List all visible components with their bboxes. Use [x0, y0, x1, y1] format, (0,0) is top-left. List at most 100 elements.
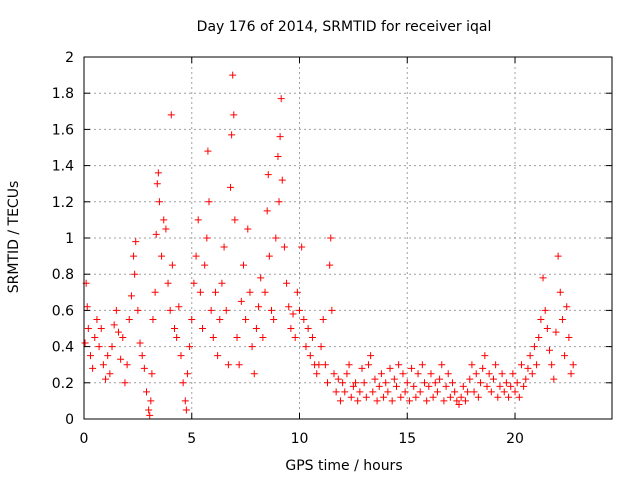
- data-point: [287, 325, 295, 332]
- data-point: [166, 306, 174, 314]
- data-point: [345, 361, 353, 369]
- data-point: [211, 288, 219, 296]
- data-point: [552, 328, 560, 336]
- data-point: [199, 325, 207, 332]
- data-point: [246, 288, 254, 296]
- data-point: [138, 352, 146, 360]
- data-point: [498, 370, 506, 378]
- data-point: [270, 315, 278, 323]
- data-point: [567, 370, 575, 378]
- data-point: [421, 379, 429, 387]
- data-point: [227, 183, 235, 191]
- data-point: [95, 343, 103, 351]
- data-point: [86, 352, 94, 360]
- data-point: [216, 315, 224, 323]
- data-point: [405, 397, 413, 405]
- data-point: [186, 343, 194, 351]
- data-point: [502, 379, 510, 387]
- x-tick-label: 20: [506, 431, 524, 447]
- data-point: [569, 361, 577, 369]
- data-point: [229, 71, 237, 79]
- x-tick-label: 10: [291, 431, 309, 447]
- data-point: [308, 334, 316, 342]
- chart-title: Day 176 of 2014, SRMTID for receiver iqa…: [197, 19, 492, 35]
- data-point: [257, 274, 265, 282]
- y-tick-label: 2: [65, 50, 74, 66]
- data-point: [140, 364, 148, 372]
- data-point: [481, 352, 489, 360]
- data-point: [108, 343, 116, 351]
- data-point: [429, 393, 437, 401]
- data-point: [317, 343, 325, 351]
- data-point: [306, 352, 314, 360]
- data-point: [485, 370, 493, 378]
- data-point: [114, 328, 122, 336]
- data-point: [352, 379, 360, 387]
- data-point: [83, 303, 91, 311]
- data-point: [526, 352, 534, 360]
- data-point: [397, 393, 405, 401]
- data-point: [326, 261, 334, 269]
- data-point: [464, 388, 472, 396]
- data-point: [248, 343, 256, 351]
- data-point: [494, 393, 502, 401]
- data-point: [149, 315, 157, 323]
- data-point: [267, 306, 275, 314]
- data-point: [123, 361, 131, 369]
- data-point: [530, 343, 538, 351]
- data-point: [205, 198, 213, 206]
- data-point: [222, 306, 230, 314]
- y-tick-label: 1: [65, 231, 74, 247]
- data-point: [539, 274, 547, 282]
- data-point: [231, 216, 239, 224]
- data-point: [237, 297, 245, 305]
- data-point: [412, 393, 420, 401]
- axes: [83, 56, 613, 420]
- data-point: [390, 375, 398, 383]
- data-point: [162, 225, 170, 233]
- data-point: [483, 382, 491, 390]
- data-point: [433, 388, 441, 396]
- data-point: [192, 252, 200, 260]
- data-point: [414, 370, 422, 378]
- data-point: [155, 198, 163, 206]
- data-point: [300, 315, 308, 323]
- x-tick-label: 0: [80, 431, 89, 447]
- data-point: [313, 370, 321, 378]
- data-point: [324, 379, 332, 387]
- data-point: [177, 352, 185, 360]
- data-point: [276, 133, 284, 141]
- data-point: [147, 397, 155, 405]
- data-point: [425, 382, 433, 390]
- data-point: [522, 375, 530, 383]
- data-point: [121, 379, 129, 387]
- data-point: [315, 361, 323, 369]
- data-point: [563, 303, 571, 311]
- x-tick-label: 5: [187, 431, 196, 447]
- data-point: [371, 375, 379, 383]
- data-point: [556, 288, 564, 296]
- x-tick-label: 15: [398, 431, 416, 447]
- data-point: [190, 279, 198, 287]
- data-point: [408, 364, 416, 372]
- data-point: [507, 382, 515, 390]
- data-point: [328, 306, 336, 314]
- data-point: [228, 131, 236, 139]
- data-point: [327, 234, 335, 242]
- data-point: [528, 370, 536, 378]
- data-point: [423, 397, 431, 405]
- data-point: [341, 388, 349, 396]
- data-point: [354, 397, 362, 405]
- data-point: [321, 361, 329, 369]
- data-point: [280, 243, 288, 251]
- data-point: [455, 401, 463, 409]
- data-point: [565, 334, 573, 342]
- data-point: [444, 370, 452, 378]
- data-point: [343, 370, 351, 378]
- data-point: [131, 270, 139, 278]
- data-point: [235, 361, 243, 369]
- data-point: [347, 393, 355, 401]
- data-point: [250, 370, 258, 378]
- data-point: [367, 352, 375, 360]
